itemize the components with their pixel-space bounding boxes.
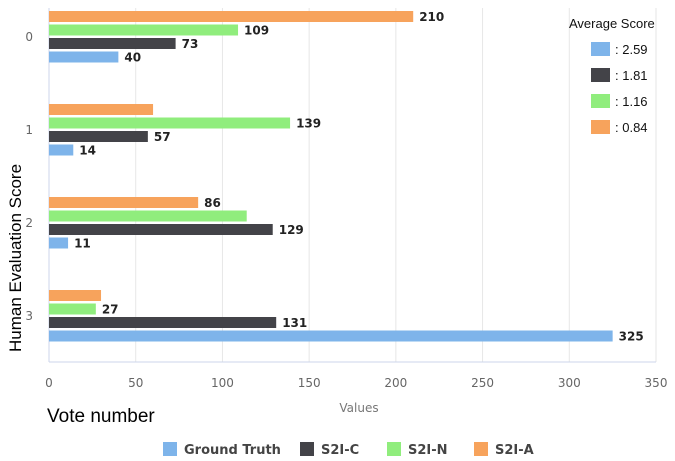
bar-s2i-n bbox=[49, 117, 291, 129]
bar-ground-truth bbox=[49, 237, 69, 249]
bar-value-label: 129 bbox=[279, 223, 304, 237]
y-tick-label: 1 bbox=[25, 123, 33, 137]
legend-swatch bbox=[474, 442, 488, 456]
y-axis-title: Human Evaluation Score bbox=[6, 164, 25, 352]
x-tick-label: 250 bbox=[471, 376, 494, 390]
legend-item-s2i-n[interactable]: S2I-N bbox=[387, 442, 448, 458]
series-legend: Ground Truth S2I-C S2I-N S2I-A bbox=[163, 442, 534, 458]
average-score-value: : 1.16 bbox=[615, 94, 648, 109]
legend-swatch bbox=[163, 442, 177, 456]
average-score-legend: Average Score : 2.59 : 1.81 : 1.16 : 0.84 bbox=[569, 16, 655, 135]
bar-value-label: 40 bbox=[124, 51, 141, 65]
bar-s2i-a bbox=[49, 197, 199, 208]
legend-item-ground-truth[interactable]: Ground Truth bbox=[163, 442, 281, 458]
bar-ground-truth bbox=[49, 51, 119, 63]
x-tick-label: 200 bbox=[384, 376, 407, 390]
bar-value-label: 14 bbox=[79, 144, 96, 158]
legend-swatch bbox=[387, 442, 401, 456]
legend-label: S2I-C bbox=[321, 443, 359, 458]
average-score-value: : 1.81 bbox=[615, 68, 648, 83]
bar-labels-group: 210 109 73 40 139 57 14 86 129 11 27 131 325 bbox=[74, 10, 644, 344]
legend-label: S2I-A bbox=[495, 443, 534, 458]
y-tick-label: 3 bbox=[25, 309, 33, 323]
y-tick-label: 0 bbox=[25, 30, 33, 44]
legend-item-s2i-a[interactable]: S2I-A bbox=[474, 442, 534, 458]
bar-ground-truth bbox=[49, 144, 74, 156]
bars-group bbox=[49, 11, 613, 342]
bar-ground-truth bbox=[49, 330, 613, 342]
legend-swatch bbox=[300, 442, 314, 456]
x-tick-label: 350 bbox=[645, 376, 668, 390]
legend-label: S2I-N bbox=[408, 443, 448, 458]
x-tick-label: 50 bbox=[128, 376, 143, 390]
gridlines bbox=[48, 8, 657, 363]
bar-s2i-n bbox=[49, 24, 239, 36]
x-tick-label: 100 bbox=[211, 376, 234, 390]
bar-value-label: 11 bbox=[74, 237, 91, 251]
legend-label: Ground Truth bbox=[184, 443, 281, 458]
legend-item-s2i-c[interactable]: S2I-C bbox=[300, 442, 359, 458]
legend-swatch bbox=[591, 68, 610, 82]
bar-s2i-a bbox=[49, 11, 414, 22]
bar-s2i-a bbox=[49, 290, 102, 301]
legend-swatch bbox=[591, 120, 610, 134]
bar-value-label: 131 bbox=[282, 316, 307, 330]
average-score-value: : 0.84 bbox=[615, 120, 648, 135]
y-tick-labels: 0 1 2 3 bbox=[25, 30, 33, 323]
bar-s2i-c bbox=[49, 224, 273, 235]
bar-s2i-c bbox=[49, 131, 148, 142]
bar-value-label: 325 bbox=[619, 330, 644, 344]
x-axis-title: Values bbox=[339, 401, 378, 415]
bar-value-label: 109 bbox=[244, 24, 269, 38]
x-tick-labels: 0 50 100 150 200 250 300 350 bbox=[45, 376, 667, 390]
legend-swatch bbox=[591, 94, 610, 108]
average-score-value: : 2.59 bbox=[615, 42, 648, 57]
y-tick-label: 2 bbox=[25, 216, 33, 230]
bar-value-label: 210 bbox=[419, 10, 444, 24]
bar-s2i-c bbox=[49, 38, 176, 49]
bar-s2i-a bbox=[49, 104, 154, 115]
bar-s2i-c bbox=[49, 317, 277, 328]
bar-value-label: 139 bbox=[296, 117, 321, 131]
x-tick-label: 300 bbox=[558, 376, 581, 390]
bar-value-label: 57 bbox=[154, 130, 171, 144]
average-score-legend-title: Average Score bbox=[569, 16, 655, 31]
bar-value-label: 86 bbox=[204, 196, 221, 210]
bar-s2i-n bbox=[49, 210, 247, 222]
legend-swatch bbox=[591, 42, 610, 56]
bar-s2i-n bbox=[49, 303, 96, 315]
vote-number-annotation: Vote number bbox=[47, 406, 155, 427]
x-tick-label: 150 bbox=[298, 376, 321, 390]
bar-value-label: 73 bbox=[182, 37, 199, 51]
bar-value-label: 27 bbox=[102, 303, 119, 317]
x-tick-label: 0 bbox=[45, 376, 53, 390]
